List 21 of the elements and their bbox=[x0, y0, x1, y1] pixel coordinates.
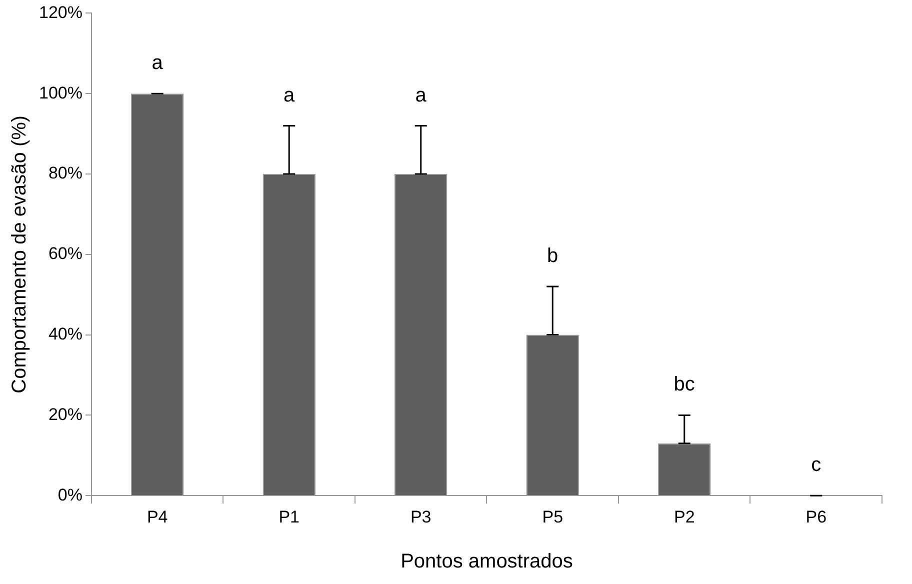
y-tick-label: 120% bbox=[38, 2, 82, 22]
y-axis-title: Comportamento de evasão (%) bbox=[8, 115, 31, 394]
annotation: a bbox=[152, 52, 164, 74]
annotation: a bbox=[284, 84, 296, 106]
annotation: a bbox=[415, 84, 428, 106]
x-tick-label: P4 bbox=[146, 507, 168, 526]
y-tick-label: 40% bbox=[48, 324, 82, 344]
annotation: c bbox=[811, 454, 822, 476]
y-tick-label: 60% bbox=[48, 244, 82, 264]
x-tick-label: P2 bbox=[674, 507, 695, 526]
annotation: bc bbox=[674, 374, 695, 396]
y-tick-label: 100% bbox=[38, 83, 82, 102]
y-tick-label: 20% bbox=[48, 404, 82, 424]
x-tick-label: P1 bbox=[278, 507, 300, 526]
annotation: b bbox=[547, 245, 558, 268]
x-tick-label: P5 bbox=[542, 507, 564, 526]
y-tick-label: 80% bbox=[48, 164, 82, 183]
y-tick-label: 0% bbox=[58, 485, 82, 504]
x-tick-label: P6 bbox=[806, 507, 827, 526]
x-tick-label: P3 bbox=[410, 507, 432, 526]
x-axis-title: Pontos amostrados bbox=[400, 550, 573, 573]
